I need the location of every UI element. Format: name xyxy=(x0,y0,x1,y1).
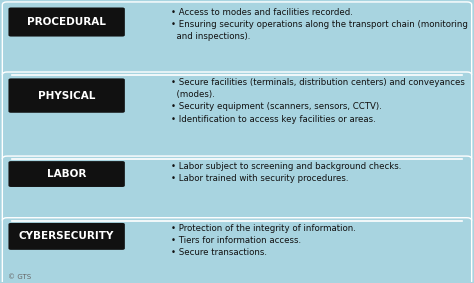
Text: © GTS: © GTS xyxy=(9,274,32,280)
Text: • Labor subject to screening and background checks.
• Labor trained with securit: • Labor subject to screening and backgro… xyxy=(171,162,401,183)
Text: • Access to modes and facilities recorded.
• Ensuring security operations along : • Access to modes and facilities recorde… xyxy=(171,8,468,41)
FancyBboxPatch shape xyxy=(9,223,125,250)
FancyBboxPatch shape xyxy=(2,218,472,283)
FancyBboxPatch shape xyxy=(2,72,472,161)
Text: • Secure facilities (terminals, distribution centers) and conveyances
  (modes).: • Secure facilities (terminals, distribu… xyxy=(171,78,465,124)
Text: PROCEDURAL: PROCEDURAL xyxy=(27,17,106,27)
Text: • Protection of the integrity of information.
• Tiers for information access.
• : • Protection of the integrity of informa… xyxy=(171,224,356,257)
Text: PHYSICAL: PHYSICAL xyxy=(38,91,95,100)
FancyBboxPatch shape xyxy=(2,156,472,222)
FancyBboxPatch shape xyxy=(2,2,472,77)
FancyBboxPatch shape xyxy=(9,78,125,113)
Text: LABOR: LABOR xyxy=(47,169,86,179)
Text: CYBERSECURITY: CYBERSECURITY xyxy=(19,231,114,241)
FancyBboxPatch shape xyxy=(9,7,125,37)
FancyBboxPatch shape xyxy=(9,161,125,187)
